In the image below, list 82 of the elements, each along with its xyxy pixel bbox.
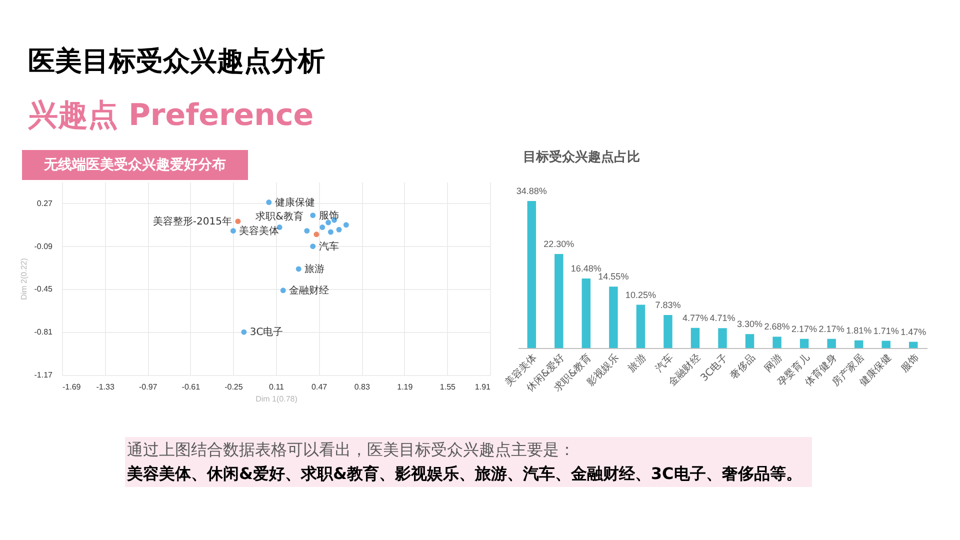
bar [554, 254, 564, 348]
data-label: 34.88% [516, 186, 547, 196]
text: 医美目标受众兴趣点分析 [28, 46, 325, 77]
x-tick-label: 1.19 [397, 382, 414, 392]
x-tick-label: -0.97 [138, 382, 158, 392]
bar [582, 278, 591, 348]
point [235, 218, 241, 224]
y-tick-label: -0.09 [34, 242, 54, 251]
data-label: 4.77% [682, 312, 708, 323]
bar [690, 328, 700, 348]
data-label: 2.68% [764, 322, 790, 332]
data-label: 22.30% [544, 239, 574, 250]
text: 兴趣点 Preference [27, 98, 314, 133]
y-tick-label: -0.45 [34, 284, 54, 294]
bar [636, 304, 646, 348]
point [310, 244, 316, 250]
bar [527, 201, 536, 348]
point [241, 329, 247, 335]
data-label: 3.30% [737, 319, 763, 330]
x-tick-label: 1.91 [474, 382, 492, 392]
y-tick-label: 0.27 [36, 198, 54, 208]
data-label: 2.17% [792, 324, 818, 334]
text: 通过上图结合数据表格可以看出，医美目标受众兴趣点主要是： [127, 440, 575, 459]
chart-title: 目标受众兴趣点占比 [523, 149, 640, 165]
data-label: 4.71% [710, 313, 736, 324]
point [328, 229, 334, 235]
bar [854, 340, 864, 348]
x-tick-label: -1.69 [62, 382, 82, 392]
data-label: 10.25% [625, 290, 656, 300]
x-tick-label: -1.33 [96, 382, 115, 392]
point [314, 232, 320, 238]
annotation: 旅游 [304, 262, 325, 275]
x-tick-label: 网游 [762, 352, 785, 374]
data-label: 1.71% [873, 326, 899, 336]
bar [827, 338, 836, 348]
annotation: 金融财经 [289, 284, 330, 296]
data-label: 7.83% [655, 300, 681, 310]
y-tick-label: -1.17 [34, 370, 54, 380]
x-tick-label: 0.11 [269, 382, 285, 392]
point [230, 228, 236, 234]
annotation: 健康保健 [274, 196, 315, 208]
annotation: 服饰 [318, 209, 339, 222]
bar [664, 315, 672, 348]
data-label: 1.81% [846, 325, 872, 336]
annotation: 汽车 [318, 240, 339, 252]
annotation: 3C电子 [250, 326, 284, 338]
x-tick-label: 0.47 [312, 382, 328, 392]
x-axis-title: Dim 1(0.78) [256, 394, 298, 404]
annotation: 求职&教育 [256, 210, 304, 222]
point [296, 266, 302, 272]
bar [882, 340, 890, 348]
x-tick-label: 汽车 [653, 352, 676, 374]
point [310, 212, 316, 218]
x-tick-label: 1.55 [440, 382, 456, 392]
x-tick-label: 旅游 [626, 352, 648, 374]
x-tick-label: 奢侈品 [728, 352, 758, 382]
point [343, 222, 349, 228]
bar [909, 342, 918, 348]
bar [800, 338, 809, 348]
chart-title: 无线端医美受众兴趣爱好分布 [43, 156, 226, 173]
x-tick-label: 服饰 [898, 352, 922, 374]
bar [609, 286, 618, 348]
point [336, 226, 342, 232]
y-axis-title: Dim 2(0.22) [19, 258, 28, 300]
x-tick-label: 0.83 [354, 382, 370, 392]
point [266, 200, 272, 205]
bar [718, 328, 727, 348]
point [280, 288, 286, 294]
text: 美容美体、休闲&爱好、求职&教育、影视娱乐、旅游、汽车、金融财经、3C电子、奢侈品等。 [126, 464, 802, 483]
data-label: 16.48% [570, 264, 602, 274]
point [320, 224, 326, 230]
data-label: 2.17% [818, 324, 844, 334]
x-tick-label: -0.61 [182, 382, 201, 392]
data-label: 1.47% [900, 326, 926, 337]
data-label: 14.55% [598, 272, 629, 282]
annotation: 美容整形-2015年 [152, 215, 232, 228]
x-tick-label: -0.25 [224, 382, 244, 392]
annotation: 美容美体 [239, 224, 280, 237]
y-tick-label: -0.81 [34, 328, 54, 337]
bar [745, 334, 754, 348]
bar [772, 336, 782, 348]
point [304, 228, 310, 234]
